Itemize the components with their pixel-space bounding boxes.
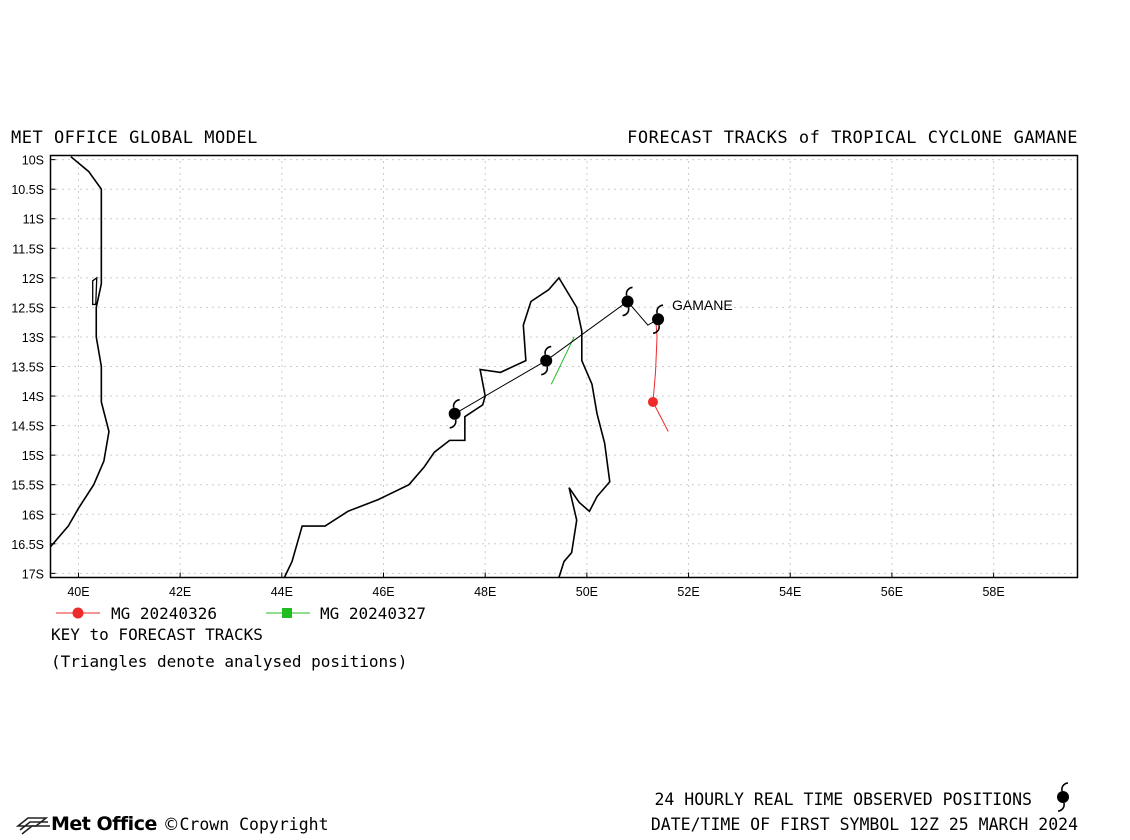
cyclone-symbol — [540, 345, 553, 376]
lat-tick-label: 12.5S — [11, 301, 44, 315]
forecast-track-line — [550, 336, 575, 385]
legend-label-mg-20240327: MG 20240327 — [320, 604, 426, 623]
cyclone-symbol-core — [448, 407, 461, 420]
lat-tick-label: 13.5S — [11, 361, 44, 375]
copyright-icon: © — [163, 815, 180, 834]
axis-labels: 40E 42E 44E 46E 48E 50E 52E 54E 56E 58E 10S 10.5S 11… — [11, 154, 1004, 599]
cyclone-symbol-arm — [541, 366, 549, 376]
lat-tick-label: 12S — [22, 272, 44, 286]
coastline-islet — [92, 276, 98, 306]
lat-tick-label: 15.5S — [11, 479, 44, 493]
forecast-marker — [647, 396, 658, 407]
footer-datetime: DATE/TIME OF FIRST SYMBOL 12Z 25 MARCH 2… — [650, 815, 1078, 834]
cyclone-symbol-arm — [452, 398, 460, 408]
header-title-right: FORECAST TRACKS of TROPICAL CYCLONE GAMA… — [627, 128, 1078, 148]
cyclone-symbol — [621, 286, 634, 317]
lat-tick-label: 16.5S — [11, 538, 44, 552]
lat-tick-label: 10.5S — [11, 183, 44, 197]
legend-note: (Triangles denote analysed positions) — [51, 652, 408, 671]
cyclone-symbol-arm — [449, 419, 457, 429]
lon-tick-label: 54E — [779, 585, 801, 599]
lon-tick-label: 56E — [881, 585, 903, 599]
coastline — [283, 276, 611, 578]
lon-tick-label: 40E — [67, 585, 89, 599]
legend-sample-mg-20240327 — [266, 608, 310, 618]
lon-tick-label: 42E — [169, 585, 191, 599]
legend-title: KEY to FORECAST TRACKS — [51, 625, 263, 644]
lon-tick-label: 46E — [372, 585, 394, 599]
cyclone-symbol-arm — [544, 345, 552, 355]
track-layer — [448, 286, 669, 432]
lat-tick-label: 16S — [22, 508, 44, 522]
lat-tick-label: 14S — [22, 390, 44, 404]
copyright-text: Crown Copyright — [179, 815, 329, 834]
lat-tick-label: 11S — [23, 213, 44, 227]
lon-tick-label: 48E — [474, 585, 496, 599]
cyclone-symbol-arm — [625, 286, 633, 296]
lon-tick-label: 58E — [982, 585, 1004, 599]
footer-observed-note: 24 HOURLY REAL TIME OBSERVED POSITIONS — [654, 790, 1033, 809]
cyclone-symbol — [652, 304, 665, 335]
legend-sample-mg-20240326 — [56, 607, 100, 619]
legend-label-mg-20240326: MG 20240326 — [111, 604, 217, 623]
copyright: ©Crown Copyright — [163, 815, 329, 834]
lat-tick-label: 10S — [22, 154, 44, 168]
coastline — [49, 156, 110, 548]
lon-tick-label: 44E — [271, 585, 293, 599]
cyclone-symbol-arm — [656, 304, 664, 314]
lat-tick-label: 13S — [22, 331, 44, 345]
lat-tick-label: 11.5S — [12, 242, 44, 256]
map-frame — [49, 154, 1079, 579]
forecast-track-line — [652, 316, 669, 432]
lon-tick-label: 52E — [677, 585, 699, 599]
cyclone-symbol — [448, 398, 461, 429]
coastline-layer — [49, 156, 611, 578]
cyclone-symbol-core — [621, 295, 634, 308]
cyclone-symbol-core — [652, 313, 665, 326]
cyclone-symbol-icon — [1057, 782, 1069, 812]
cyclone-symbol-arm — [652, 325, 660, 335]
lon-tick-label: 50E — [576, 585, 598, 599]
cyclone-symbol-core — [540, 354, 553, 367]
lat-tick-label: 17S — [22, 567, 44, 581]
storm-label: GAMANE — [672, 297, 733, 313]
met-office-logo: Met Office — [51, 813, 157, 835]
lat-tick-label: 15S — [22, 449, 44, 463]
cyclone-symbol-arm — [622, 307, 630, 317]
lat-tick-label: 14.5S — [11, 420, 44, 434]
grid-layer — [50, 155, 1078, 578]
met-office-logo-icon — [15, 817, 50, 835]
header-title-left: MET OFFICE GLOBAL MODEL — [11, 128, 258, 148]
